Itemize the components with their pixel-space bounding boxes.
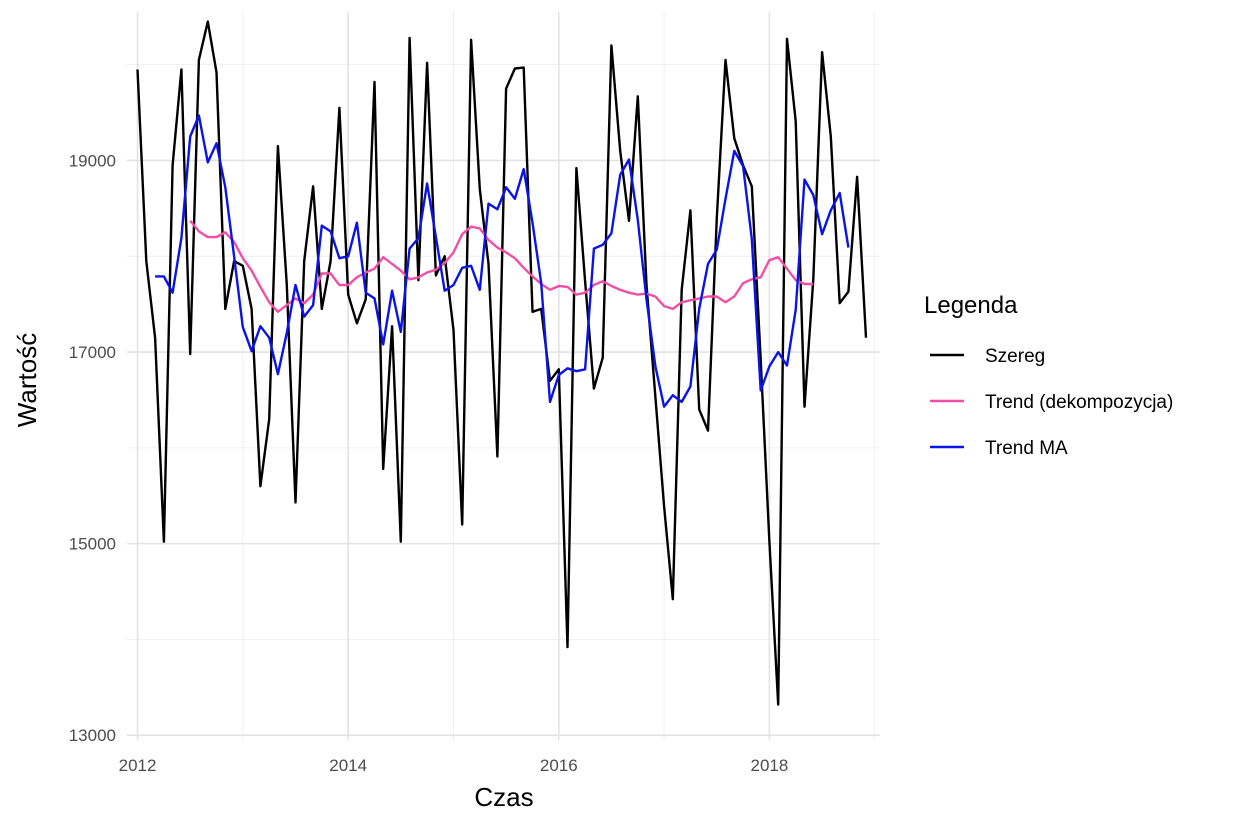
legend-label: Trend MA xyxy=(985,438,1068,459)
legend-items: Szereg Trend (dekompozycja) Trend MA xyxy=(930,346,1173,459)
y-tick-label: 17000 xyxy=(69,343,116,362)
legend-title: Legenda xyxy=(924,292,1018,319)
y-axis-title: Wartość xyxy=(12,333,42,427)
y-axis-ticks: 13000 15000 17000 19000 xyxy=(69,151,116,745)
legend-item-trend-ma: Trend MA xyxy=(930,438,1068,459)
grid xyxy=(127,12,880,740)
x-tick-label: 2014 xyxy=(329,756,367,775)
x-axis-ticks: 2012 2014 2016 2018 xyxy=(119,756,789,775)
series-lines xyxy=(136,20,868,706)
x-tick-label: 2016 xyxy=(540,756,578,775)
legend-label: Szereg xyxy=(985,346,1045,367)
y-tick-label: 19000 xyxy=(69,151,116,170)
series-line-trend-ma xyxy=(155,114,850,408)
x-tick-label: 2018 xyxy=(751,756,789,775)
x-axis-title: Czas xyxy=(474,782,533,812)
legend-item-szereg: Szereg xyxy=(930,346,1045,367)
x-tick-label: 2012 xyxy=(119,756,157,775)
series-line-szereg xyxy=(136,20,868,706)
y-tick-label: 13000 xyxy=(69,726,116,745)
legend-item-trend-dekompozycja: Trend (dekompozycja) xyxy=(930,392,1173,413)
legend: Legenda Szereg Trend (dekompozycja) Trend … xyxy=(924,292,1173,459)
y-tick-label: 15000 xyxy=(69,535,116,554)
legend-label: Trend (dekompozycja) xyxy=(985,392,1173,413)
